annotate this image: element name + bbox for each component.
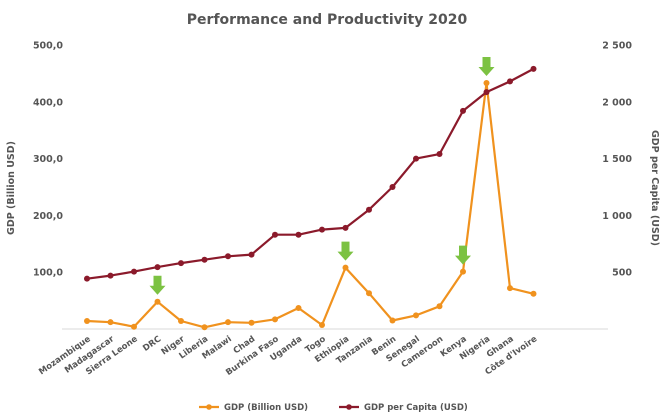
data-point-1 [507,285,513,292]
y-tick-right-label: 2 000 [602,97,632,108]
y-tick-left-label: 500,0 [33,41,63,52]
data-point-2 [154,264,161,271]
data-point-1 [107,319,114,326]
y-axis-left-title: GDP (Billion USD) [6,141,17,235]
data-point-2 [201,256,208,263]
y-tick-left-label: 400,0 [33,97,63,108]
data-point-1 [131,323,137,330]
data-point-2 [483,89,490,96]
data-point-1 [178,318,184,325]
data-point-1 [154,298,161,305]
legend-swatch-marker [346,404,352,410]
highlight-arrow-icon [455,245,471,265]
data-point-2 [225,253,231,260]
data-point-2 [272,231,278,238]
data-point-1 [272,316,278,323]
data-point-2 [178,260,184,267]
data-point-1 [460,268,466,275]
series-line-1 [86,81,534,329]
y-axis-right-title: GDP per Capita (USD) [649,130,660,246]
data-point-2 [84,275,90,282]
data-point-2 [530,65,537,72]
axes: 100,0 200,0 300,0 400,0 500,0 500 1 000 1 500 2 … [33,41,632,379]
y-tick-left-label: 200,0 [33,211,63,222]
data-point-1 [225,319,231,326]
data-point-1 [483,80,490,87]
data-point-2 [342,224,349,231]
chart-marks [84,57,537,331]
data-point-2 [131,268,137,275]
data-point-1 [201,324,208,331]
data-point-2 [413,155,419,162]
legend: GDP (Billion USD) GDP per Capita (USD) [199,403,468,413]
highlight-arrow-icon [149,275,166,295]
legend-label: GDP (Billion USD) [224,403,308,413]
data-point-2 [436,151,443,158]
data-point-1 [413,312,419,319]
data-point-1 [248,319,255,326]
data-point-2 [107,272,114,279]
data-point-1 [342,264,349,271]
highlight-arrow-icon [337,241,354,261]
data-point-2 [319,226,325,233]
data-point-1 [436,303,443,310]
y-tick-right-label: 1 500 [602,154,632,165]
data-point-1 [84,318,90,325]
highlight-arrow-icon [478,57,495,77]
data-point-2 [389,184,396,190]
chart-title: Performance and Productivity 2020 [187,12,468,28]
legend-swatch-marker [206,404,212,410]
data-point-1 [295,304,302,311]
data-point-2 [366,206,372,213]
y-tick-right-label: 500 [612,268,632,279]
data-point-1 [389,317,396,324]
series-line-2 [86,67,535,280]
y-tick-left-label: 100,0 [33,268,63,279]
y-tick-right-label: 1 000 [602,211,632,222]
y-tick-right-label: 2 500 [602,41,632,52]
data-point-2 [248,251,255,258]
y-tick-left-label: 300,0 [33,154,63,165]
data-point-2 [507,78,513,85]
legend-label: GDP per Capita (USD) [364,403,468,413]
data-point-1 [366,290,372,297]
data-point-1 [319,322,325,329]
data-point-2 [295,231,302,238]
data-point-1 [530,290,537,297]
data-point-2 [460,107,466,114]
